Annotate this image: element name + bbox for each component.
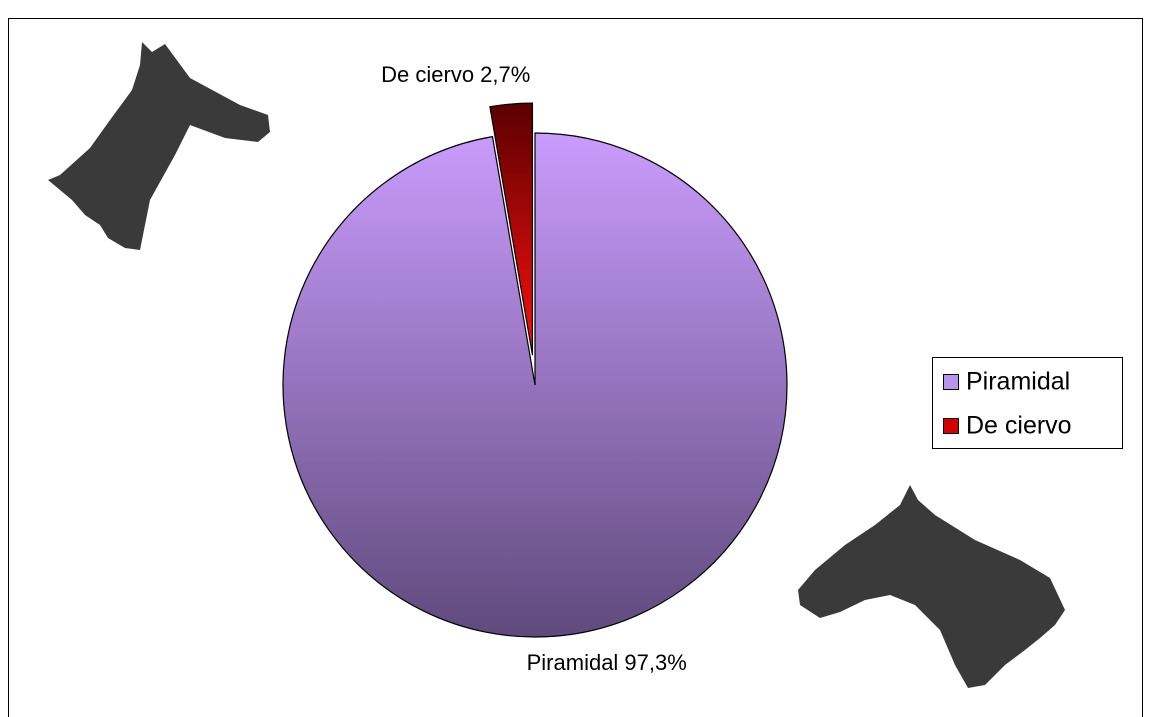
data-label: De ciervo 2,7% xyxy=(381,62,530,87)
legend-label: Piramidal xyxy=(966,368,1070,396)
legend-label: De ciervo xyxy=(966,412,1072,440)
legend-swatch xyxy=(943,418,959,434)
pie-slice xyxy=(282,132,788,638)
horse-head-icon xyxy=(798,485,1065,688)
legend: Piramidal De ciervo xyxy=(932,357,1123,449)
data-label: Piramidal 97,3% xyxy=(527,650,687,675)
pie-slice xyxy=(489,102,534,356)
legend-swatch xyxy=(943,374,959,390)
horse-head-icon xyxy=(48,42,270,250)
legend-box xyxy=(932,357,1123,449)
